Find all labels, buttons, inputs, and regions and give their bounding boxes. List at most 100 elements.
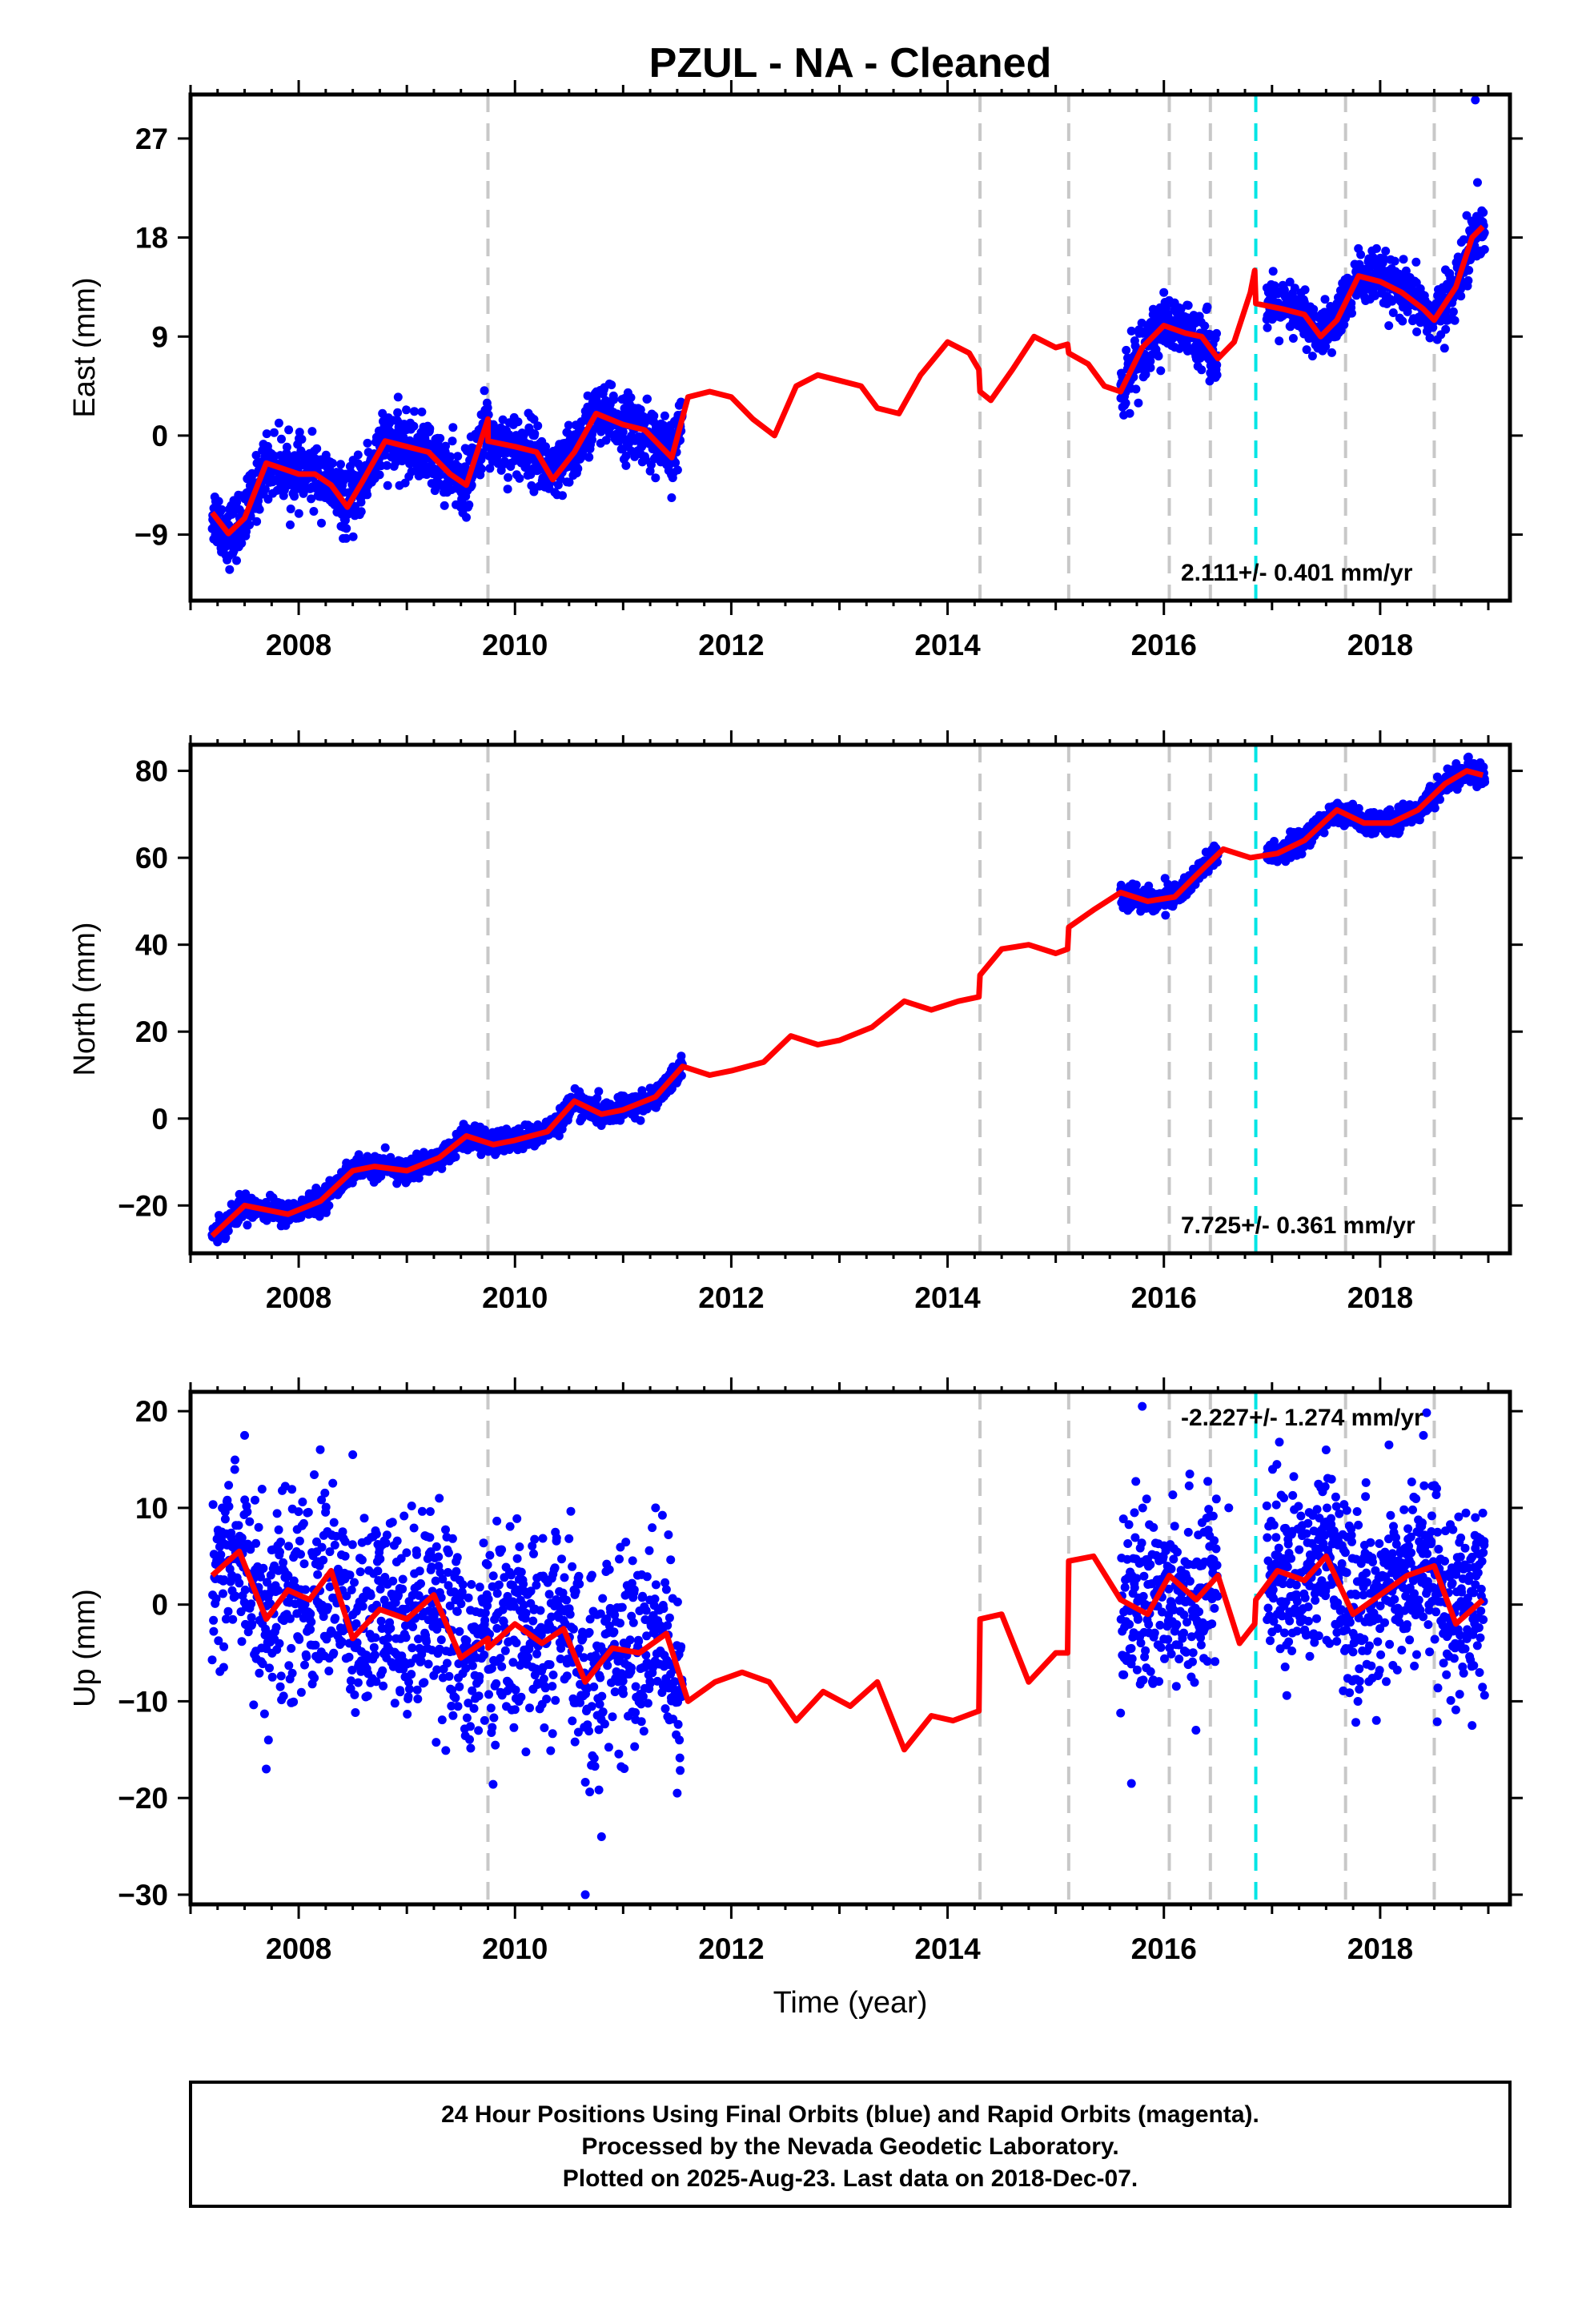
data-point [407, 467, 416, 476]
data-point [1183, 300, 1193, 310]
data-point [342, 524, 351, 533]
data-point [393, 408, 403, 417]
data-point [356, 507, 366, 517]
data-point [230, 1465, 239, 1474]
data-point [219, 1642, 229, 1651]
data-point [208, 1500, 218, 1510]
data-point [262, 429, 271, 439]
data-point [451, 1152, 460, 1162]
data-point [1381, 247, 1391, 255]
data-point [660, 411, 669, 420]
data-point [1290, 283, 1299, 293]
data-point [1439, 344, 1449, 353]
data-point [251, 451, 261, 460]
data-point [1388, 308, 1398, 317]
data-point [1309, 304, 1319, 314]
data-point [214, 497, 223, 506]
data-point [409, 421, 419, 431]
data-point [1126, 326, 1136, 336]
data-point [636, 1116, 645, 1125]
data-point [1411, 257, 1421, 267]
data-point [578, 447, 588, 456]
data-point [363, 490, 372, 500]
y-tick-label: −20 [118, 1189, 168, 1222]
data-point [1480, 245, 1489, 254]
data-point [284, 425, 294, 435]
data-point [290, 492, 299, 501]
data-point [533, 421, 543, 431]
data-point [592, 1093, 602, 1103]
data-point [1275, 336, 1284, 346]
x-tick-label: 2016 [1131, 1281, 1197, 1314]
data-point [1289, 316, 1299, 325]
data-point [1425, 333, 1435, 343]
data-point [307, 494, 316, 504]
data-point [1131, 880, 1141, 890]
data-point [1448, 307, 1458, 316]
data-point [1197, 365, 1207, 375]
data-point [232, 556, 241, 565]
data-point [1212, 328, 1222, 338]
data-point [425, 424, 435, 433]
data-point [225, 565, 235, 574]
y-tick-label: 9 [151, 320, 168, 353]
data-point [1435, 794, 1444, 804]
data-point [209, 1626, 219, 1636]
data-point [262, 452, 271, 462]
data-point [440, 501, 449, 510]
panel-frame [188, 92, 1512, 603]
data-point [277, 434, 286, 444]
data-point [1332, 299, 1342, 308]
data-point [677, 1051, 686, 1061]
data-point [282, 442, 291, 452]
data-point [1170, 332, 1179, 341]
data-point [1412, 327, 1422, 336]
data-point [286, 505, 295, 513]
data-point [609, 395, 619, 404]
data-point [336, 460, 345, 469]
data-point [242, 527, 251, 537]
data-point [214, 1636, 223, 1646]
data-point [626, 393, 636, 402]
data-point [402, 405, 411, 415]
data-point [223, 1606, 233, 1616]
plot-area [207, 94, 1489, 601]
data-point [477, 464, 487, 474]
data-point [209, 1615, 219, 1625]
data-point [410, 407, 419, 416]
data-point [219, 1663, 228, 1672]
data-point [224, 1502, 234, 1511]
data-point [1212, 360, 1222, 370]
data-point [1390, 256, 1399, 266]
data-point [260, 485, 270, 494]
data-point [667, 493, 677, 502]
data-point [1300, 285, 1310, 295]
x-tick-label: 2010 [482, 1281, 548, 1314]
data-point [1385, 805, 1395, 814]
data-point [1462, 211, 1472, 220]
data-point [324, 1200, 334, 1210]
y-tick-label: 80 [135, 755, 168, 788]
data-point [224, 1481, 234, 1490]
data-point [380, 420, 390, 429]
data-point [217, 505, 227, 514]
data-point [643, 394, 652, 404]
data-point [503, 485, 512, 494]
data-point [564, 477, 574, 487]
data-point [1146, 363, 1155, 372]
data-point [488, 420, 498, 429]
data-point [558, 491, 567, 501]
data-point [228, 1614, 238, 1624]
data-point [1148, 310, 1158, 320]
chart-title: PZUL - NA - Cleaned [649, 40, 1052, 86]
data-point [1479, 207, 1488, 217]
data-point [219, 1589, 227, 1598]
rate-annotation: 2.111+/- 0.401 mm/yr [1181, 560, 1413, 586]
y-tick-label: 0 [151, 420, 168, 452]
north-panel: 2008 2010 2012 2014 2016 2018−20020406080Nort… [68, 730, 1523, 1314]
data-point [207, 1655, 217, 1665]
data-point [673, 465, 682, 475]
data-point [436, 433, 445, 443]
